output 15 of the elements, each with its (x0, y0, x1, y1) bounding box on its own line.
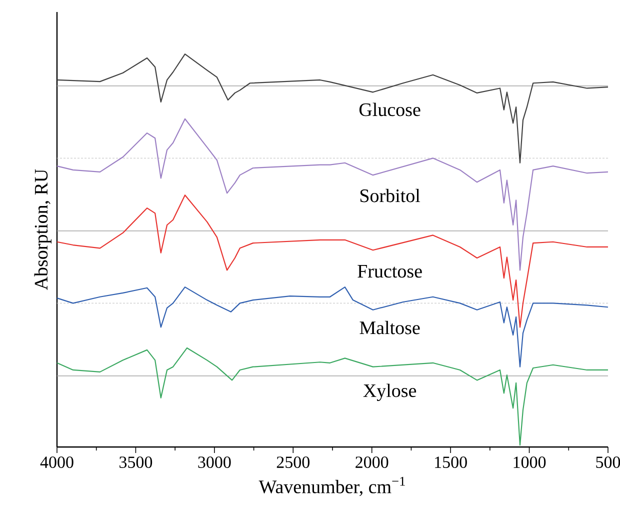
x-tick-label: 2500 (276, 456, 310, 468)
series-label: Maltose (360, 320, 420, 334)
x-tick-label: 1500 (435, 456, 467, 468)
x-tick-label: 3000 (198, 456, 231, 468)
series-label: Xylose (363, 384, 416, 402)
x-tick-label: 500 (596, 456, 620, 468)
x-tick-label: 3500 (120, 456, 152, 468)
x-tick-label: 4000 (40, 456, 74, 468)
x-tick-label: 1000 (514, 456, 546, 468)
series-label: Fructose (358, 265, 422, 278)
y-axis-title: Absorption, RU (34, 169, 52, 290)
series-label: Sorbitol (360, 188, 420, 202)
series-label: Glucose (359, 102, 420, 116)
x-tick-label: 2000 (356, 456, 388, 468)
x-axis-title: Wavenumber, cm$^{−1}$ (258, 476, 405, 496)
